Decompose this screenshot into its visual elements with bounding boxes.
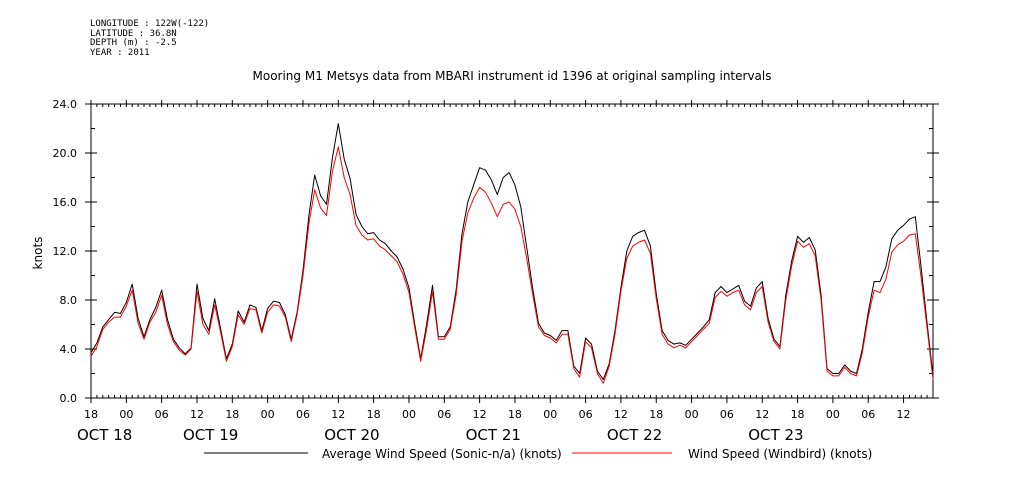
x-hour-tick-label: 00 bbox=[685, 408, 699, 421]
series-lines bbox=[90, 123, 934, 384]
y-tick-label: 4.0 bbox=[60, 343, 78, 356]
x-hour-tick-label: 06 bbox=[437, 408, 451, 421]
x-hour-tick-label: 12 bbox=[473, 408, 487, 421]
legend-label-windbird: Wind Speed (Windbird) (knots) bbox=[688, 447, 872, 461]
x-hour-tick-label: 12 bbox=[614, 408, 628, 421]
x-day-label: OCT 23 bbox=[748, 426, 803, 444]
x-hour-tick-label: 18 bbox=[508, 408, 522, 421]
y-tick-label: 0.0 bbox=[60, 392, 78, 405]
x-hour-tick-label: 00 bbox=[543, 408, 557, 421]
x-hour-tick-label: 12 bbox=[331, 408, 345, 421]
x-day-label: OCT 20 bbox=[324, 426, 379, 444]
chart-title: Mooring M1 Metsys data from MBARI instru… bbox=[253, 69, 772, 83]
series-line-average-wind-speed bbox=[90, 123, 934, 381]
legend-label-average-wind: Average Wind Speed (Sonic-n/a) (knots) bbox=[322, 447, 562, 461]
x-hour-tick-label: 18 bbox=[649, 408, 663, 421]
x-hour-tick-label: 12 bbox=[755, 408, 769, 421]
x-hour-tick-label: 00 bbox=[261, 408, 275, 421]
station-metadata: LONGITUDE : 122W(-122) LATITUDE : 36.8N … bbox=[90, 19, 210, 58]
y-tick-label: 16.0 bbox=[53, 196, 78, 209]
legend: Average Wind Speed (Sonic-n/a) (knots) W… bbox=[204, 447, 872, 461]
x-hour-tick-label: 18 bbox=[791, 408, 805, 421]
y-tick-label: 24.0 bbox=[53, 98, 78, 111]
x-hour-tick-label: 18 bbox=[367, 408, 381, 421]
x-hour-tick-label: 06 bbox=[720, 408, 734, 421]
depth-text: DEPTH (m) : -2.5 bbox=[90, 38, 177, 48]
y-tick-label: 8.0 bbox=[60, 294, 78, 307]
x-hour-tick-label: 06 bbox=[155, 408, 169, 421]
latitude-text: LATITUDE : 36.8N bbox=[90, 28, 177, 39]
x-hour-tick-label: 00 bbox=[119, 408, 133, 421]
x-hour-tick-label: 18 bbox=[225, 408, 239, 421]
x-hour-tick-label: 06 bbox=[861, 408, 875, 421]
x-day-label: OCT 22 bbox=[607, 426, 662, 444]
y-tick-label: 12.0 bbox=[53, 245, 78, 258]
longitude-text: LONGITUDE : 122W(-122) bbox=[90, 19, 210, 29]
plot-frame bbox=[90, 103, 934, 399]
x-hour-tick-label: 00 bbox=[402, 408, 416, 421]
y-tick-label: 20.0 bbox=[53, 147, 78, 160]
x-hour-tick-label: 06 bbox=[296, 408, 310, 421]
x-hour-tick-label: 12 bbox=[190, 408, 204, 421]
x-hour-tick-label: 00 bbox=[826, 408, 840, 421]
x-day-label: OCT 19 bbox=[183, 426, 238, 444]
series-line-windbird-wind-speed bbox=[90, 146, 934, 384]
axis-tick-labels: 18 00 06 12 18 00 06 12 18 00 06 12 18 00 06 12 18 00 06 12… bbox=[53, 98, 911, 444]
x-hour-tick-label: 06 bbox=[579, 408, 593, 421]
x-hour-tick-label: 12 bbox=[897, 408, 911, 421]
y-axis-label: knots bbox=[31, 237, 45, 270]
x-day-label: OCT 18 bbox=[77, 426, 132, 444]
x-hour-tick-label: 18 bbox=[84, 408, 98, 421]
axis-ticks bbox=[85, 100, 939, 403]
x-day-label: OCT 21 bbox=[466, 426, 521, 444]
year-text: YEAR : 2011 bbox=[90, 47, 150, 58]
